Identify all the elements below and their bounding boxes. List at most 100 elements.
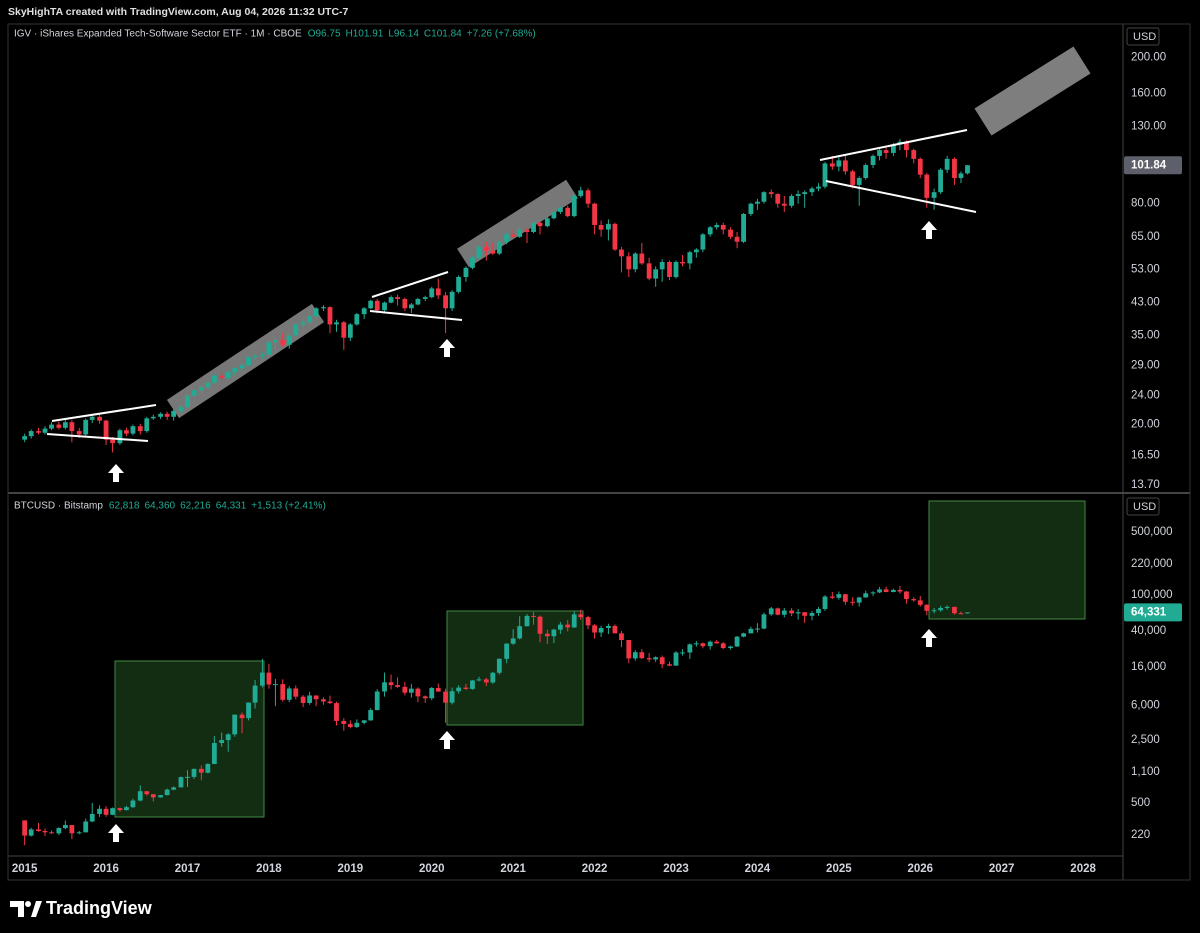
candle-body (449, 291, 455, 309)
y-tick-label: 200.00 (1131, 52, 1166, 64)
last-price-box (1124, 603, 1182, 622)
quote-value: H101.91 (346, 29, 384, 40)
candle-body (653, 269, 659, 279)
candle-body (714, 641, 720, 644)
candle-body (911, 599, 917, 601)
candle-body (144, 791, 150, 795)
candle-body (755, 628, 760, 630)
x-tick-label: 2015 (12, 863, 38, 875)
header-text: SkyHighTA created with TradingView.com, … (8, 6, 349, 18)
candle-body (524, 615, 530, 627)
candle-body (863, 164, 869, 179)
candle-body (117, 430, 123, 444)
logo-icon (10, 901, 24, 917)
candle-body (89, 813, 95, 822)
candle-body (917, 600, 923, 605)
candle-body (211, 375, 217, 383)
candle-body (883, 589, 889, 593)
candle-body (646, 263, 652, 279)
candle-body (911, 150, 917, 159)
y-tick-label: 20.00 (1131, 419, 1160, 431)
candle-body (571, 614, 577, 628)
y-tick-label: 160.00 (1131, 87, 1166, 99)
candle-body (252, 355, 258, 358)
candle-body (239, 714, 245, 719)
currency-box (1126, 27, 1160, 46)
candle-body (130, 800, 136, 808)
candle-body (496, 658, 502, 673)
candle-body (680, 261, 685, 264)
y-tick-label: 13.70 (1131, 479, 1160, 491)
candle-body (395, 297, 400, 299)
candle-body (347, 723, 353, 728)
candle-body (239, 365, 245, 369)
candle-body (62, 825, 68, 829)
candle-body (211, 743, 217, 764)
chart-frame (7, 23, 1191, 881)
candle-body (164, 789, 170, 796)
candle-body (619, 633, 624, 641)
candle-body (728, 646, 733, 649)
candle-body (693, 249, 699, 253)
candle-body (775, 608, 781, 615)
x-tick-label: 2024 (745, 863, 771, 875)
candle-body (537, 616, 543, 634)
candle-body (829, 596, 835, 598)
candle-body (667, 261, 672, 278)
candle-body (280, 684, 286, 700)
y-tick-label: 35.00 (1131, 329, 1160, 341)
y-tick-label: 6,000 (1131, 699, 1160, 711)
candle-body (551, 629, 557, 637)
candle-body (470, 680, 475, 689)
candle-body (795, 612, 801, 614)
candle-body (89, 416, 95, 420)
candle-body (408, 688, 414, 693)
candle-body (870, 592, 876, 594)
candle-body (368, 300, 374, 309)
candle-body (680, 652, 685, 654)
candle-body (904, 591, 909, 600)
candle-body (259, 354, 265, 356)
candle-body (435, 688, 441, 692)
candle-body (598, 224, 604, 230)
candle-body (578, 614, 584, 618)
quote-value: 62,818 (109, 501, 140, 512)
candle-body (517, 626, 523, 639)
candle-body (822, 596, 828, 609)
candles (22, 139, 970, 846)
candle-body (266, 672, 272, 685)
candle-body (334, 322, 339, 325)
candle-body (382, 682, 387, 692)
candle-body (592, 625, 597, 633)
candle-body (374, 300, 380, 311)
candle-body (185, 395, 190, 408)
quote-value: +7.26 (+7.68%) (467, 29, 536, 40)
candle-body (449, 691, 455, 703)
candle-body (728, 229, 733, 237)
y-tick-label: 1,100 (1131, 766, 1160, 778)
candle-body (693, 643, 699, 645)
candle-body (307, 695, 313, 703)
candle-body (842, 594, 848, 602)
candle-body (22, 436, 28, 440)
candle-body (158, 795, 164, 798)
candle-body (280, 340, 286, 345)
candle-body (802, 612, 808, 616)
candle-body (890, 144, 896, 153)
candle-body (707, 227, 713, 235)
candle-body (56, 828, 62, 834)
pane-title: IGV · iShares Expanded Tech-Software Sec… (14, 29, 302, 40)
candle-body (632, 253, 638, 270)
candle-body (456, 687, 462, 692)
candle-body (537, 222, 543, 227)
candle-body (606, 625, 611, 629)
candle-body (931, 610, 937, 612)
y-tick-label: 16.50 (1131, 449, 1160, 461)
candle-body (856, 178, 862, 185)
candle-body (958, 613, 964, 615)
candle-body (443, 295, 448, 309)
wedge-line (371, 271, 449, 298)
annotations-over (46, 129, 977, 842)
candle-body (958, 173, 964, 179)
